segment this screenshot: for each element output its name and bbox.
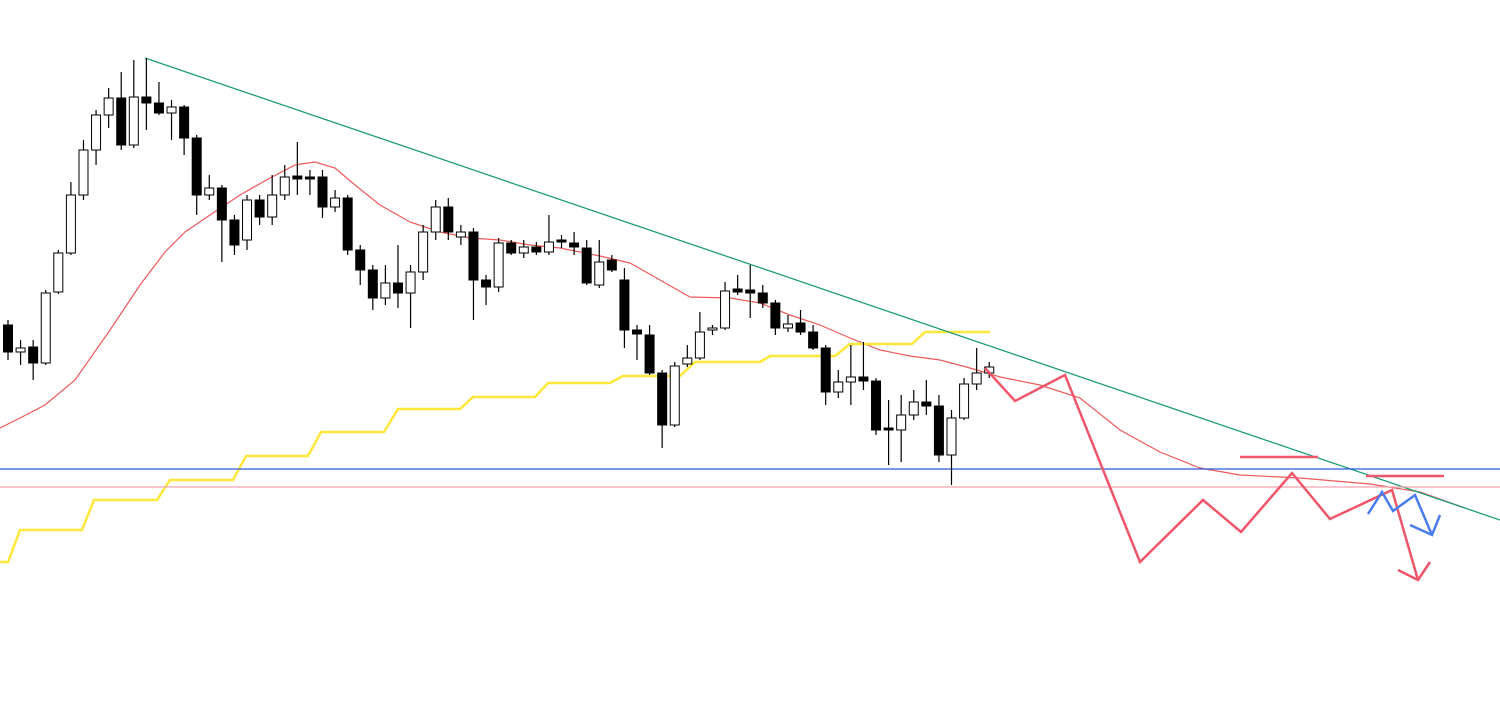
candle-body [292,175,303,180]
candle-body [216,187,227,221]
candle-body [304,176,315,180]
candle-body [933,405,944,456]
candles [3,58,995,485]
candle-body [53,252,64,293]
candle-body [782,323,793,329]
candle-body [40,292,51,364]
candle-body [355,249,366,271]
candle-body [808,331,819,349]
candle-body [28,346,39,364]
candle-body [153,102,164,114]
candle-body [267,194,278,218]
candle-body [908,401,919,416]
candle-body [581,247,592,284]
candle-body [959,383,970,419]
candle-body [229,219,240,246]
candle-body [606,259,617,271]
scenario-path [984,367,1420,581]
candle-body [191,137,202,196]
candle-body [15,347,26,353]
candle-body [707,327,718,331]
candle-body [279,176,290,196]
candle-body [380,282,391,299]
candle-body [116,97,127,146]
alt-scenario-arrowhead [1409,514,1442,537]
candle-body [669,365,680,426]
candle-body [405,271,416,294]
candle-body [556,239,567,243]
candle-body [128,96,139,146]
candle-body [342,197,353,251]
candle-body [430,206,441,233]
candle-body [141,96,152,104]
candle-body [745,289,756,294]
candle-body [455,231,466,238]
candle-body [770,302,781,329]
candle-body [858,376,869,382]
candle-body [367,269,378,299]
candle-body [317,176,328,208]
candle-body [91,114,102,151]
step-line [0,330,990,564]
candle-body [632,329,642,335]
candle-body [468,231,479,281]
candle-body [644,334,655,374]
candle-body [833,381,844,393]
candle-body [392,282,403,294]
candle-body [594,261,605,286]
candle-body [820,347,831,393]
candle-body [330,197,341,208]
candle-body [518,246,529,254]
candle-body [757,292,768,304]
trend-line [144,57,1500,521]
candle-body [732,288,743,293]
candle-body [946,417,957,456]
candle-body [845,376,856,383]
candle-body [254,199,265,218]
candle-body [443,206,454,233]
candle-body [166,106,177,114]
candle-body [971,372,982,385]
candle-body [694,331,705,359]
candle-body [65,194,76,254]
candle-body [896,414,907,431]
candle-body [657,372,668,426]
candle-body [795,322,806,333]
candle-body [921,401,932,407]
candle-body [506,242,517,254]
candle-body [619,279,630,331]
alt-scenario-path [1366,489,1434,536]
candle-body [78,149,89,196]
candle-body [531,246,542,253]
scenario-arrowhead [1397,561,1432,582]
candle-body [720,290,731,329]
candle-body [543,241,554,253]
candle-body [103,97,114,116]
candle-body [242,199,253,241]
candle-body [3,324,13,353]
candle-body [493,242,504,288]
candle-body [179,106,190,139]
candle-body [883,427,894,431]
candle-body [481,279,492,288]
candle-body [204,187,215,196]
candle-body [682,357,693,365]
candle-body [569,242,580,248]
candle-body [871,380,882,431]
candle-body [418,231,429,273]
